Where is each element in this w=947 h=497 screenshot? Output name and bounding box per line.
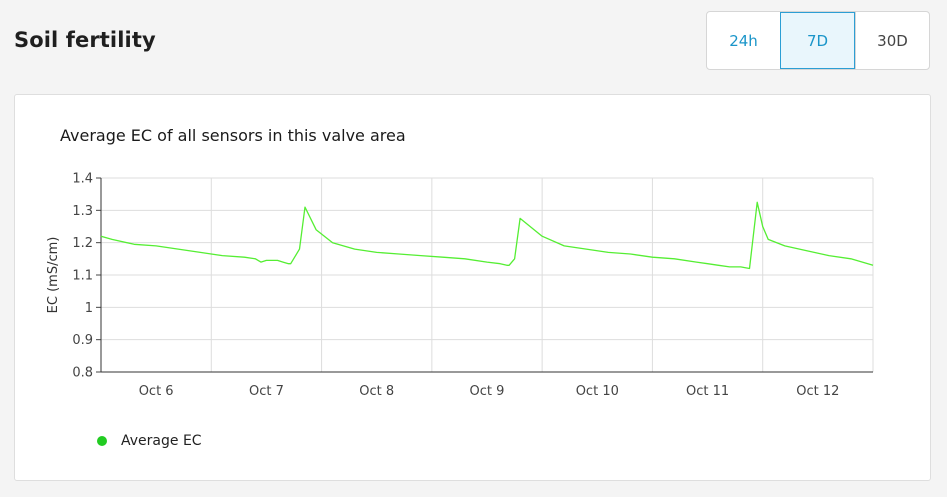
chart-card: Average EC of all sensors in this valve … [14, 94, 931, 481]
range-7d-button[interactable]: 7D [780, 12, 855, 69]
page-title: Soil fertility [14, 28, 156, 52]
y-tick-label: 0.9 [72, 333, 93, 348]
y-tick-label: 1.3 [72, 204, 93, 219]
y-tick-label: 1.1 [72, 269, 93, 284]
chart-title: Average EC of all sensors in this valve … [60, 126, 406, 145]
legend-dot-average-ec [97, 436, 107, 446]
ec-line-chart: 0.8 0.9 1 1.1 1.2 1.3 1.4 Oct 6 Oct 7 Oct 8 Oct 9 O… [46, 172, 874, 395]
y-tick-label: 0.8 [72, 366, 93, 381]
x-tick-label: Oct 11 [686, 384, 729, 395]
range-30d-button[interactable]: 30D [855, 12, 929, 69]
chart-legend[interactable]: Average EC [97, 433, 202, 449]
x-tick-label: Oct 12 [796, 384, 839, 395]
x-tick-label: Oct 7 [249, 384, 284, 395]
time-range-selector: 24h 7D 30D [706, 11, 930, 70]
x-tick-label: Oct 6 [139, 384, 174, 395]
x-tick-label: Oct 8 [359, 384, 394, 395]
y-axis-label: EC (mS/cm) [46, 237, 61, 314]
x-tick-label: Oct 9 [470, 384, 505, 395]
legend-label-average-ec: Average EC [121, 433, 202, 449]
y-tick-label: 1.2 [72, 236, 93, 251]
range-24h-button[interactable]: 24h [729, 31, 758, 50]
x-tick-label: Oct 10 [576, 384, 619, 395]
y-tick-label: 1 [85, 301, 93, 316]
y-tick-label: 1.4 [72, 172, 93, 187]
series-line-average-ec [100, 201, 874, 270]
